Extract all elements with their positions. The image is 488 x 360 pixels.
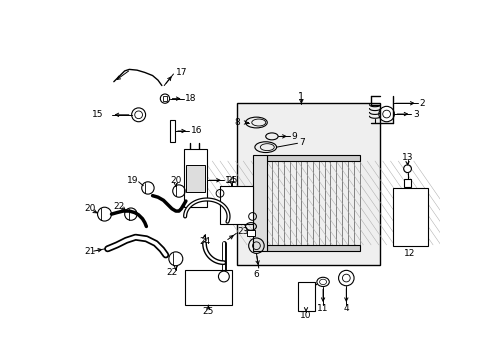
Text: 1: 1 [298, 92, 304, 102]
Text: 17: 17 [176, 68, 187, 77]
Text: 22: 22 [166, 268, 177, 277]
Text: 20: 20 [170, 176, 181, 185]
Text: 24: 24 [199, 237, 210, 246]
Text: 23: 23 [237, 228, 249, 237]
Bar [237, 103, 380, 265]
Text: 8: 8 [234, 118, 240, 127]
Text: 14: 14 [225, 176, 236, 185]
Text: 18: 18 [185, 94, 196, 103]
Bar [392, 188, 427, 246]
Text: 13: 13 [401, 153, 412, 162]
Bar [169, 120, 175, 142]
Bar [246, 230, 254, 236]
Text: 21: 21 [84, 247, 96, 256]
Bar [252, 155, 266, 251]
Text: 4: 4 [343, 303, 348, 312]
Text: 11: 11 [317, 303, 328, 312]
Text: 3: 3 [412, 109, 418, 118]
Bar [297, 282, 314, 311]
Text: 10: 10 [300, 311, 311, 320]
Text: 15: 15 [92, 110, 103, 119]
Text: 25: 25 [225, 176, 237, 185]
Text: 12: 12 [404, 249, 415, 258]
Text: 19: 19 [127, 176, 138, 185]
Text: 2: 2 [418, 99, 424, 108]
Bar [183, 149, 206, 207]
Bar [266, 245, 359, 251]
Bar [266, 155, 359, 161]
Text: 9: 9 [291, 132, 296, 141]
Bar [163, 96, 167, 101]
Text: 7: 7 [299, 138, 304, 147]
Text: 22: 22 [114, 202, 125, 211]
Text: 25: 25 [202, 307, 214, 316]
Bar [185, 165, 204, 192]
Text: 20: 20 [84, 204, 96, 213]
Bar [185, 270, 231, 305]
Bar [404, 180, 410, 187]
Text: 16: 16 [190, 126, 202, 135]
Text: 6: 6 [253, 270, 259, 279]
Bar [220, 186, 252, 224]
Text: 5: 5 [228, 205, 234, 214]
